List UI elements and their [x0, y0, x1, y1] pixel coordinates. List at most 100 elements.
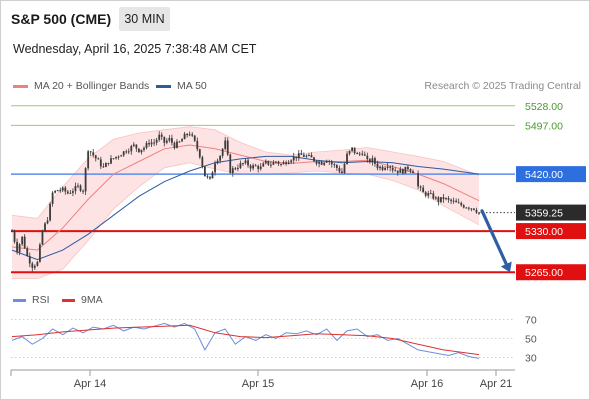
candle-body [252, 165, 255, 169]
level-tag-5420.00 [516, 166, 586, 183]
candle-body [132, 144, 135, 147]
forecast-arrow-head [500, 261, 512, 273]
candle-body [41, 230, 44, 245]
candle-body [143, 147, 145, 150]
candle-body [107, 162, 110, 164]
candle-body [353, 147, 356, 154]
candle-body [216, 160, 219, 164]
candle-body [105, 162, 107, 167]
candle-body [376, 163, 379, 169]
candle-body [82, 190, 84, 192]
candle-body [201, 157, 204, 167]
candle-body [16, 241, 18, 253]
candle-body [219, 155, 222, 161]
candle-body [371, 158, 374, 163]
candle-body [318, 161, 321, 164]
candle-body [224, 140, 227, 149]
candle-body [77, 185, 79, 187]
candle-body [445, 198, 447, 200]
candle-body [381, 166, 384, 170]
candle-body [452, 200, 455, 202]
candle-body [87, 151, 90, 169]
legend-rsi: RSI [13, 294, 50, 306]
candle-body [234, 168, 237, 170]
candle-body [97, 158, 100, 160]
candle-body [343, 164, 346, 174]
candle-body [325, 160, 328, 163]
candle-body [191, 134, 194, 136]
candle-body [66, 191, 69, 194]
candle-body [450, 199, 452, 202]
candle-body [160, 134, 163, 137]
candle-body [150, 142, 153, 145]
candle-body [138, 148, 140, 153]
candle-body [272, 162, 275, 165]
candle-body [198, 149, 201, 158]
candle-body [358, 153, 361, 155]
candle-body [434, 197, 437, 199]
rsi-line [11, 322, 480, 359]
candle-body [419, 186, 422, 188]
candle-body [396, 170, 399, 173]
candle-body [21, 236, 24, 245]
candle-body [361, 153, 364, 155]
legend-ma50: MA 50 [156, 80, 207, 92]
candle-body [368, 159, 371, 163]
candle-body [226, 140, 229, 155]
candle-body [165, 140, 168, 143]
rsi-ma-line [11, 324, 480, 356]
level-label-5420.00: 5420.00 [525, 169, 563, 181]
candle-body [333, 164, 336, 166]
candle-body [264, 160, 267, 164]
candle-body [236, 167, 239, 169]
candle-body [338, 167, 341, 172]
candle-body [470, 208, 473, 210]
candle-body [239, 163, 242, 168]
candle-body [178, 141, 181, 143]
candle-body [163, 136, 166, 143]
candle-body [153, 142, 156, 144]
candle-body [74, 185, 77, 192]
candle-body [193, 135, 196, 141]
candle-body [158, 134, 161, 140]
candle-body [346, 153, 348, 165]
candle-body [122, 151, 125, 156]
candle-body [46, 220, 49, 224]
x-axis-label: Apr 21 [480, 378, 512, 390]
level-tag-5265.00 [516, 264, 586, 281]
candle-body [442, 197, 445, 200]
candle-body [257, 165, 260, 169]
timeframe-button[interactable]: 30 MIN [119, 7, 170, 31]
candle-body [92, 152, 95, 156]
legend-rsi-label: RSI [32, 294, 50, 306]
candle-body [269, 164, 272, 166]
candle-body [363, 154, 366, 156]
current-price-label: 5359.25 [525, 208, 563, 220]
candle-body [244, 160, 247, 164]
candle-body [313, 157, 315, 162]
candle-body [72, 191, 74, 193]
candle-body [115, 156, 117, 159]
candle-body [366, 155, 369, 160]
candle-body [310, 155, 313, 158]
candle-body [407, 166, 409, 170]
candle-body [183, 133, 186, 140]
candle-body [473, 208, 475, 210]
candle-body [290, 160, 293, 163]
candle-body [399, 169, 402, 173]
current-price-tag [516, 204, 586, 221]
candle-body [120, 155, 123, 157]
candle-body [61, 187, 64, 191]
candle-body [229, 154, 232, 174]
candle-body [465, 207, 468, 209]
candle-body [285, 162, 288, 164]
candle-body [335, 165, 338, 168]
instrument-title: S&P 500 (CME) [11, 11, 112, 27]
candle-body [221, 148, 224, 156]
candle-body [386, 166, 389, 168]
candle-body [170, 138, 173, 143]
candle-body [188, 134, 191, 136]
level-label-5497.00: 5497.00 [525, 120, 563, 132]
candle-body [259, 166, 262, 169]
candle-body [168, 138, 171, 141]
